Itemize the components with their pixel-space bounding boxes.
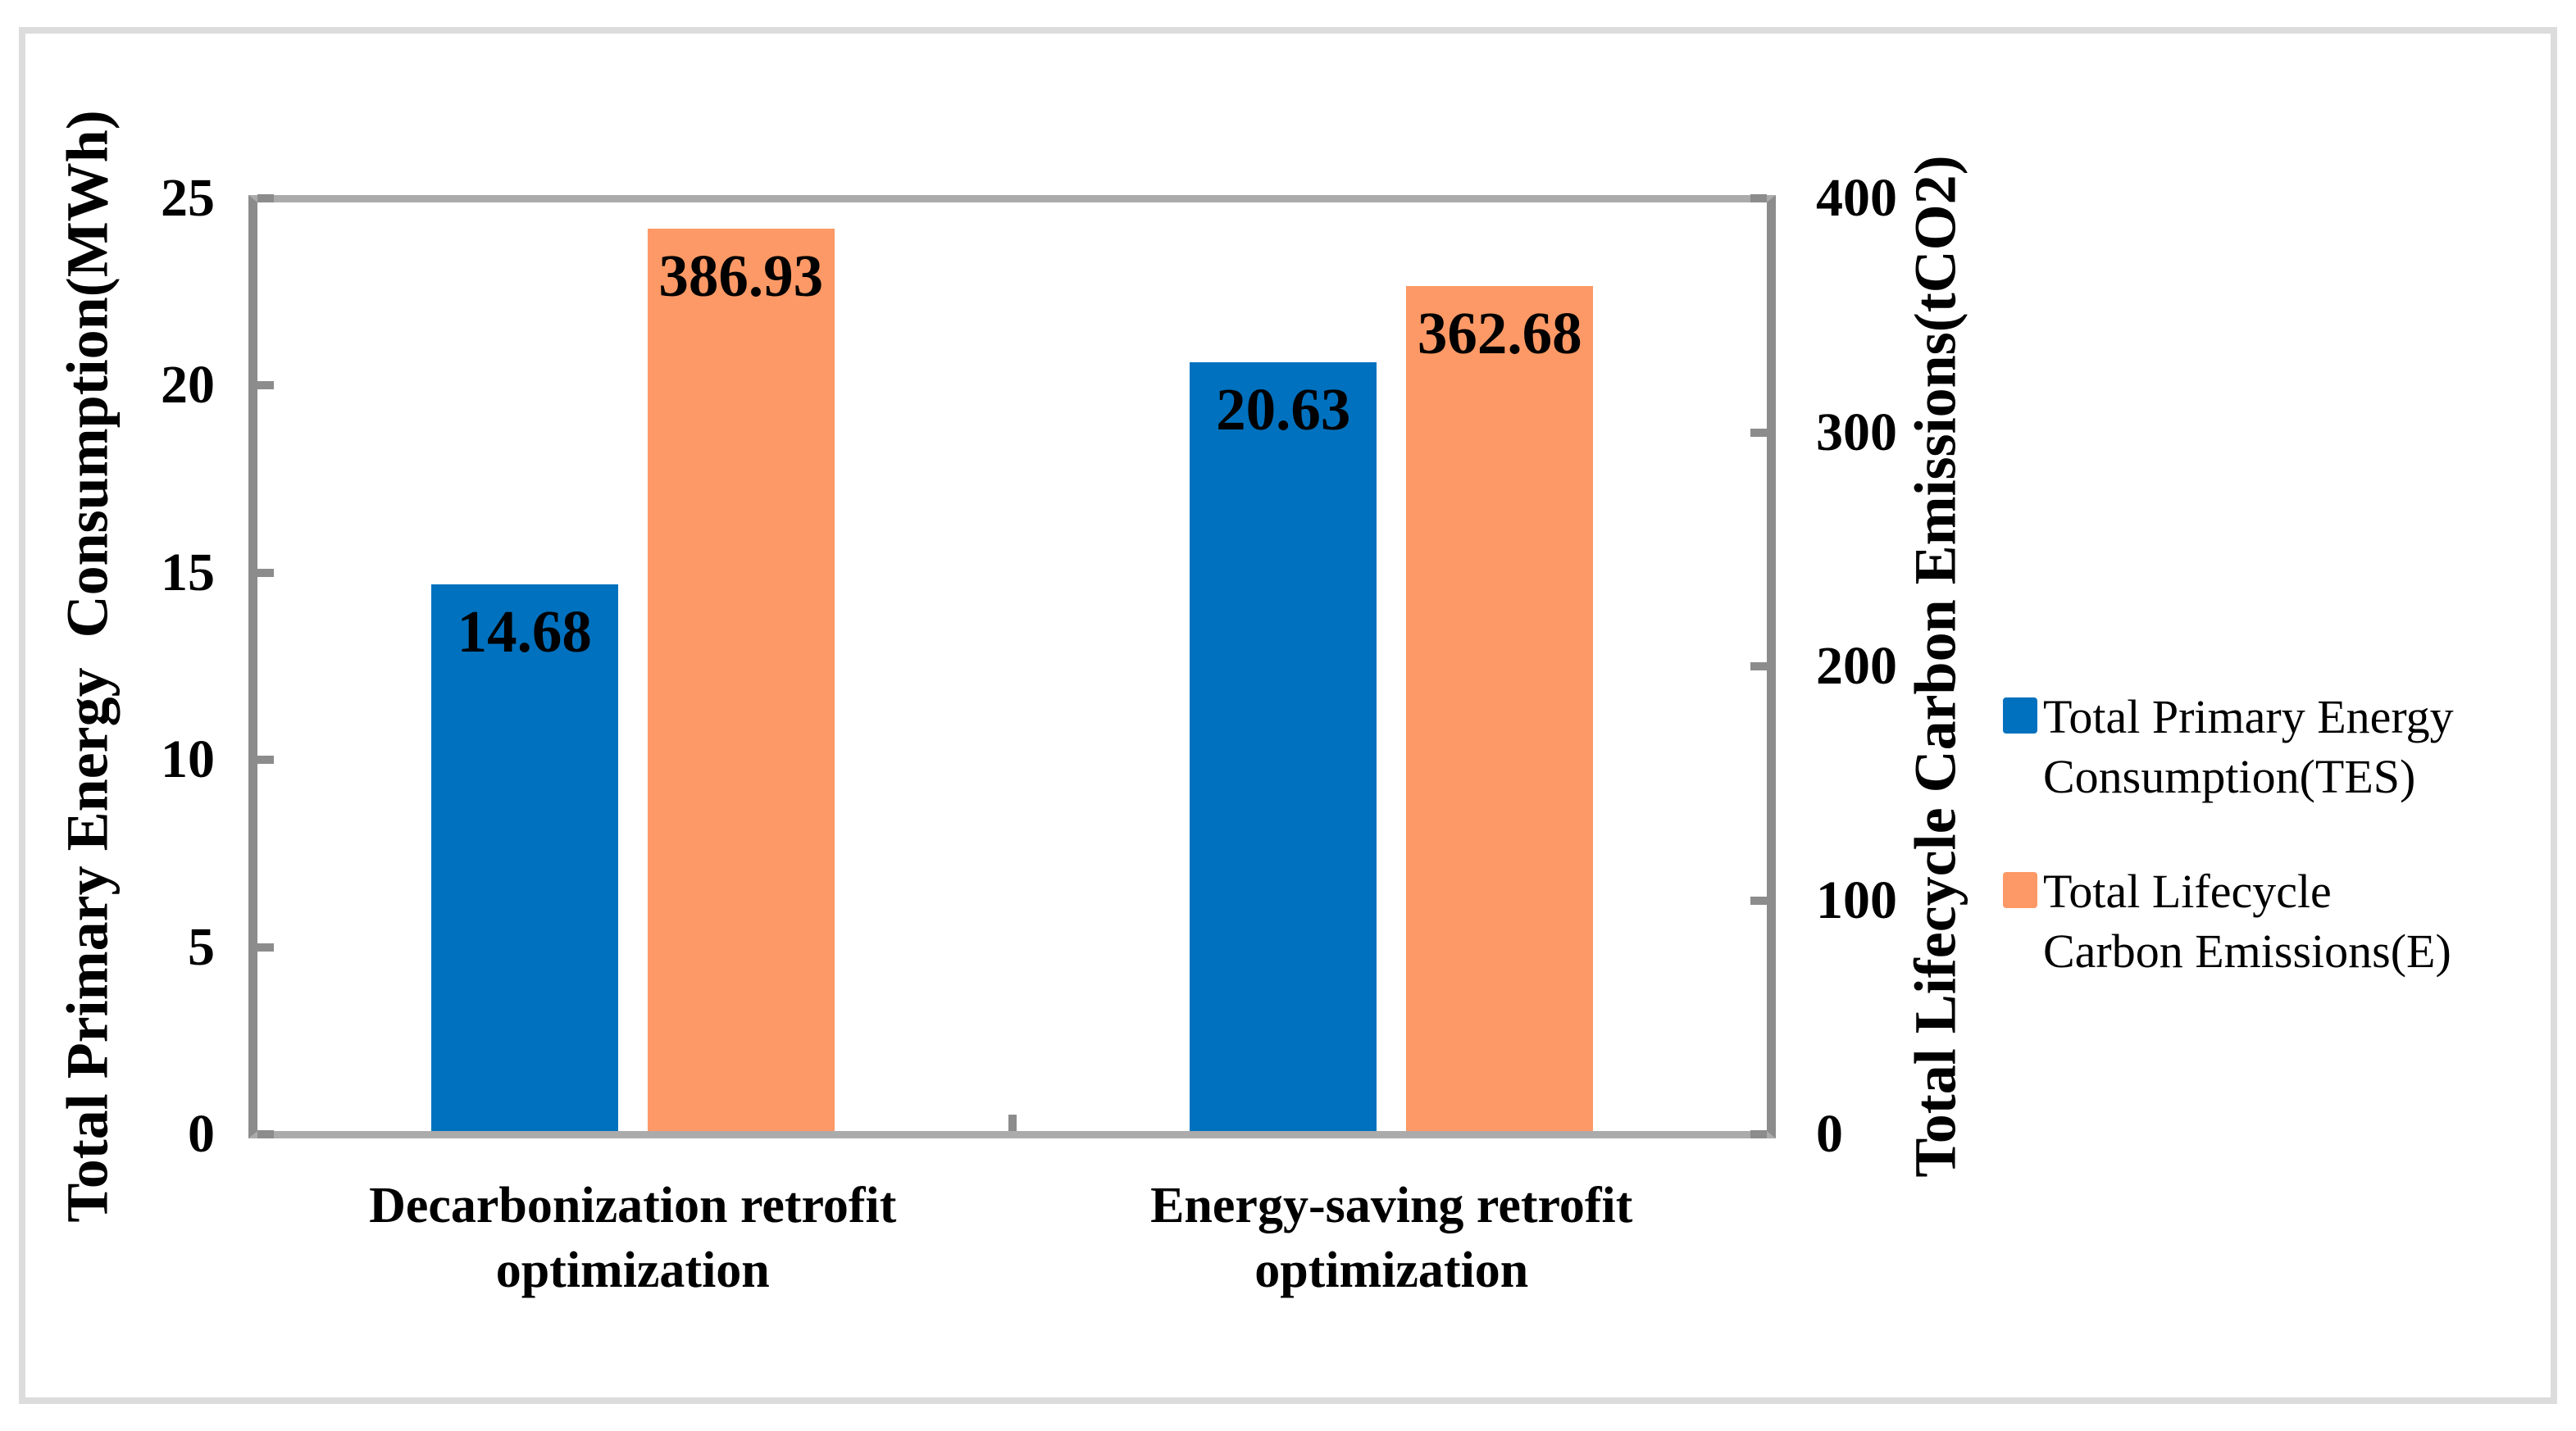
right-axis-tick-label: 300 <box>1816 402 1897 462</box>
category-label-line: Decarbonization retrofit <box>369 1178 897 1233</box>
bar-value-label: 20.63 <box>1216 376 1351 443</box>
left-axis-tick <box>257 943 274 952</box>
chart-border <box>19 27 2557 1404</box>
left-axis-tick-label: 25 <box>161 168 215 228</box>
right-axis-tick <box>1750 1130 1767 1138</box>
left-axis-tick-label: 15 <box>161 542 215 602</box>
category-label-line: Energy-saving retrofit <box>1150 1178 1633 1233</box>
left-axis-tick <box>257 568 274 577</box>
bar-series1-cat1 <box>430 584 618 1134</box>
legend-entry-line: Total Primary Energy <box>2043 690 2454 743</box>
left-axis-tick-label: 20 <box>161 355 215 416</box>
category-label-1: Decarbonization retrofit optimization <box>253 1174 1013 1303</box>
left-axis-tick <box>257 756 274 765</box>
left-axis-tick <box>257 1130 274 1138</box>
legend-entry-line: Total Lifecycle <box>2043 865 2332 918</box>
left-axis-tick-label: 10 <box>161 729 215 790</box>
legend-entry-label: Total Lifecycle Carbon Emissions(E) <box>2043 861 2451 981</box>
right-axis-tick <box>1750 662 1767 670</box>
right-axis-title: Total Lifecycle Carbon Emissions(tCO2) <box>1902 155 1968 1178</box>
bar-value-label: 362.68 <box>1417 300 1582 366</box>
x-axis-tick <box>1767 1115 1775 1131</box>
x-axis-tick <box>1008 1115 1017 1131</box>
legend-entry-label: Total Primary Energy Consumption(TES) <box>2043 687 2454 806</box>
legend-entry-line: Carbon Emissions(E) <box>2043 924 2451 978</box>
x-axis-tick <box>249 1115 257 1131</box>
right-axis-tick <box>1750 896 1767 905</box>
plot-area-frame <box>248 195 1776 1138</box>
bar-value-label: 14.68 <box>457 598 592 665</box>
bar-series2-cat1 <box>647 229 835 1134</box>
bar-value-label: 386.93 <box>658 243 824 309</box>
category-label-line: optimization <box>1254 1242 1529 1298</box>
right-axis-tick-label: 400 <box>1816 168 1897 228</box>
left-axis-tick <box>257 194 274 202</box>
right-axis-tick <box>1750 428 1767 437</box>
right-axis-tick-label: 100 <box>1816 870 1897 930</box>
right-axis-tick <box>1750 194 1767 202</box>
legend-swatch <box>2003 697 2037 734</box>
legend-entry-line: Consumption(TES) <box>2043 750 2416 803</box>
bar-series2-cat2 <box>1406 286 1594 1134</box>
category-label-2: Energy-saving retrofit optimization <box>1013 1174 1772 1303</box>
left-axis-tick-label: 5 <box>188 916 215 977</box>
legend-swatch <box>2003 872 2037 908</box>
right-axis-tick-label: 0 <box>1816 1104 1843 1164</box>
bar-series1-cat2 <box>1190 362 1377 1134</box>
category-label-line: optimization <box>495 1242 770 1298</box>
left-axis-title: Total Primary Energy Consumption(MWh) <box>54 110 121 1223</box>
left-axis-tick-label: 0 <box>188 1104 215 1164</box>
right-axis-tick-label: 200 <box>1816 636 1897 696</box>
left-axis-tick <box>257 381 274 390</box>
